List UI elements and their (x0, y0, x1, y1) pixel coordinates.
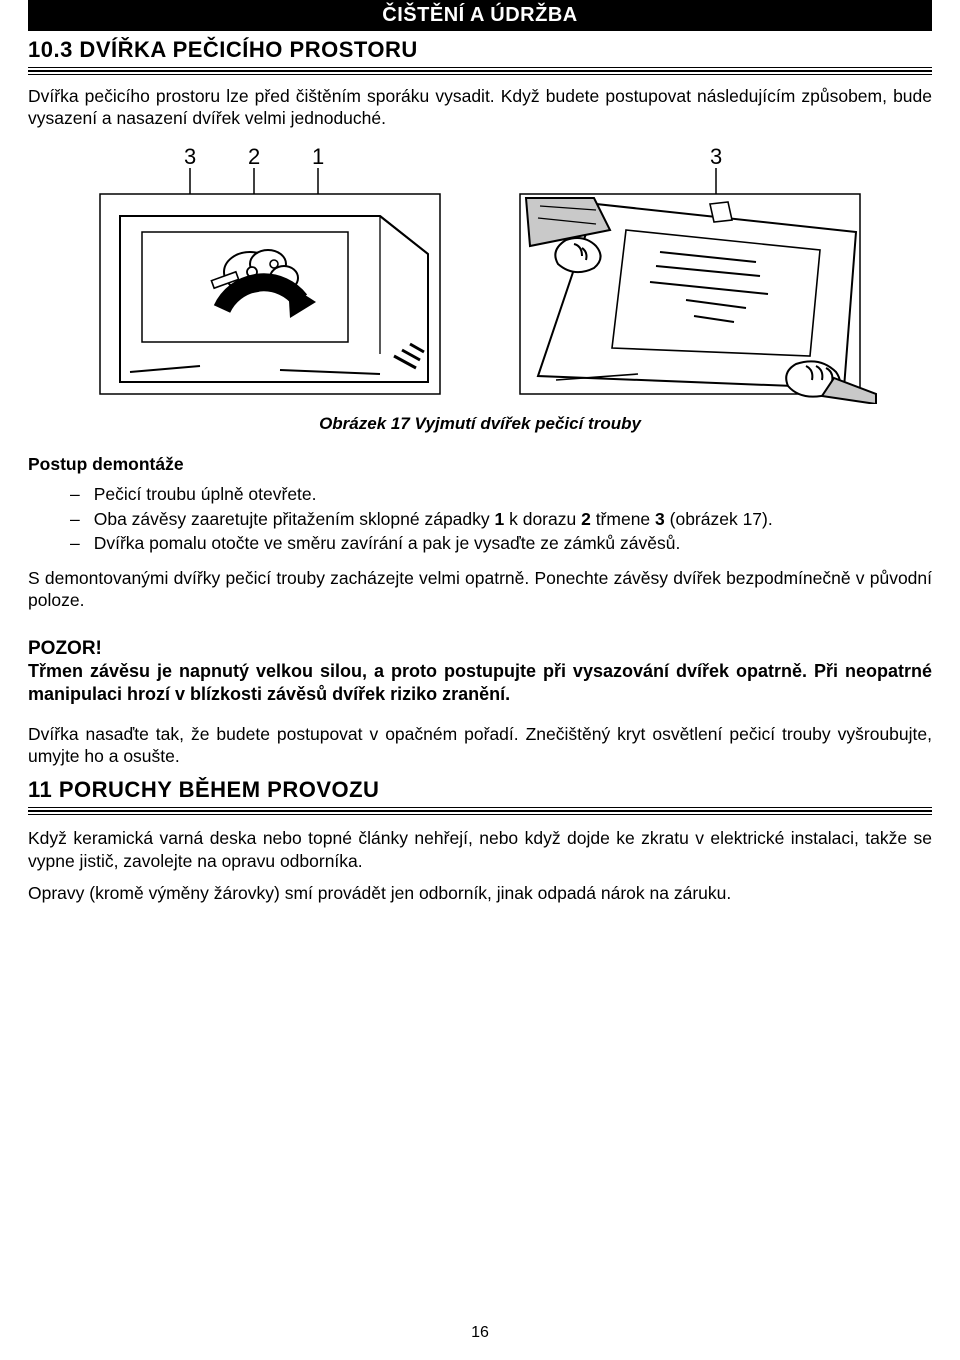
warning-body: Třmen závěsu je napnutý velkou silou, a … (28, 660, 932, 707)
figure-17-right: 3 (500, 144, 880, 404)
section-banner: ČIŠTĚNÍ A ÚDRŽBA (28, 0, 932, 31)
warning-title: POZOR! (28, 638, 932, 660)
step-1: Pečicí troubu úplně otevřete. (70, 483, 932, 506)
figure-17-caption: Obrázek 17 Vyjmutí dvířek pečicí trouby (28, 414, 932, 434)
procedure-steps: Pečicí troubu úplně otevřete. Oba závěsy… (70, 483, 932, 555)
section-11-p2: Opravy (kromě výměny žárovky) smí provád… (28, 882, 932, 904)
step-3: Dvířka pomalu otočte ve směru zavírání a… (70, 532, 932, 555)
fig-label-3a: 3 (184, 144, 196, 169)
rule-separator (28, 67, 932, 75)
section-10-3-intro: Dvířka pečicího prostoru lze před čištěn… (28, 85, 932, 130)
figure-17-left: 3 2 1 (80, 144, 460, 404)
rule-separator-2 (28, 807, 932, 815)
procedure-heading: Postup demontáže (28, 454, 932, 475)
fig-label-2: 2 (248, 144, 260, 169)
after-warning-text: Dvířka nasaďte tak, že budete postupovat… (28, 723, 932, 768)
fig-label-1: 1 (312, 144, 324, 169)
step-2: Oba závěsy zaaretujte přitažením sklopné… (70, 508, 932, 531)
section-11-p1: Když keramická varná deska nebo topné čl… (28, 827, 932, 872)
section-11-title: 11 PORUCHY BĚHEM PROVOZU (28, 777, 932, 803)
figure-17: 3 2 1 (28, 144, 932, 404)
page-number: 16 (0, 1324, 960, 1342)
fig-label-3b: 3 (710, 144, 722, 169)
after-steps-text: S demontovanými dvířky pečicí trouby zac… (28, 567, 932, 612)
section-10-3-title: 10.3 DVÍŘKA PEČICÍHO PROSTORU (28, 37, 932, 63)
